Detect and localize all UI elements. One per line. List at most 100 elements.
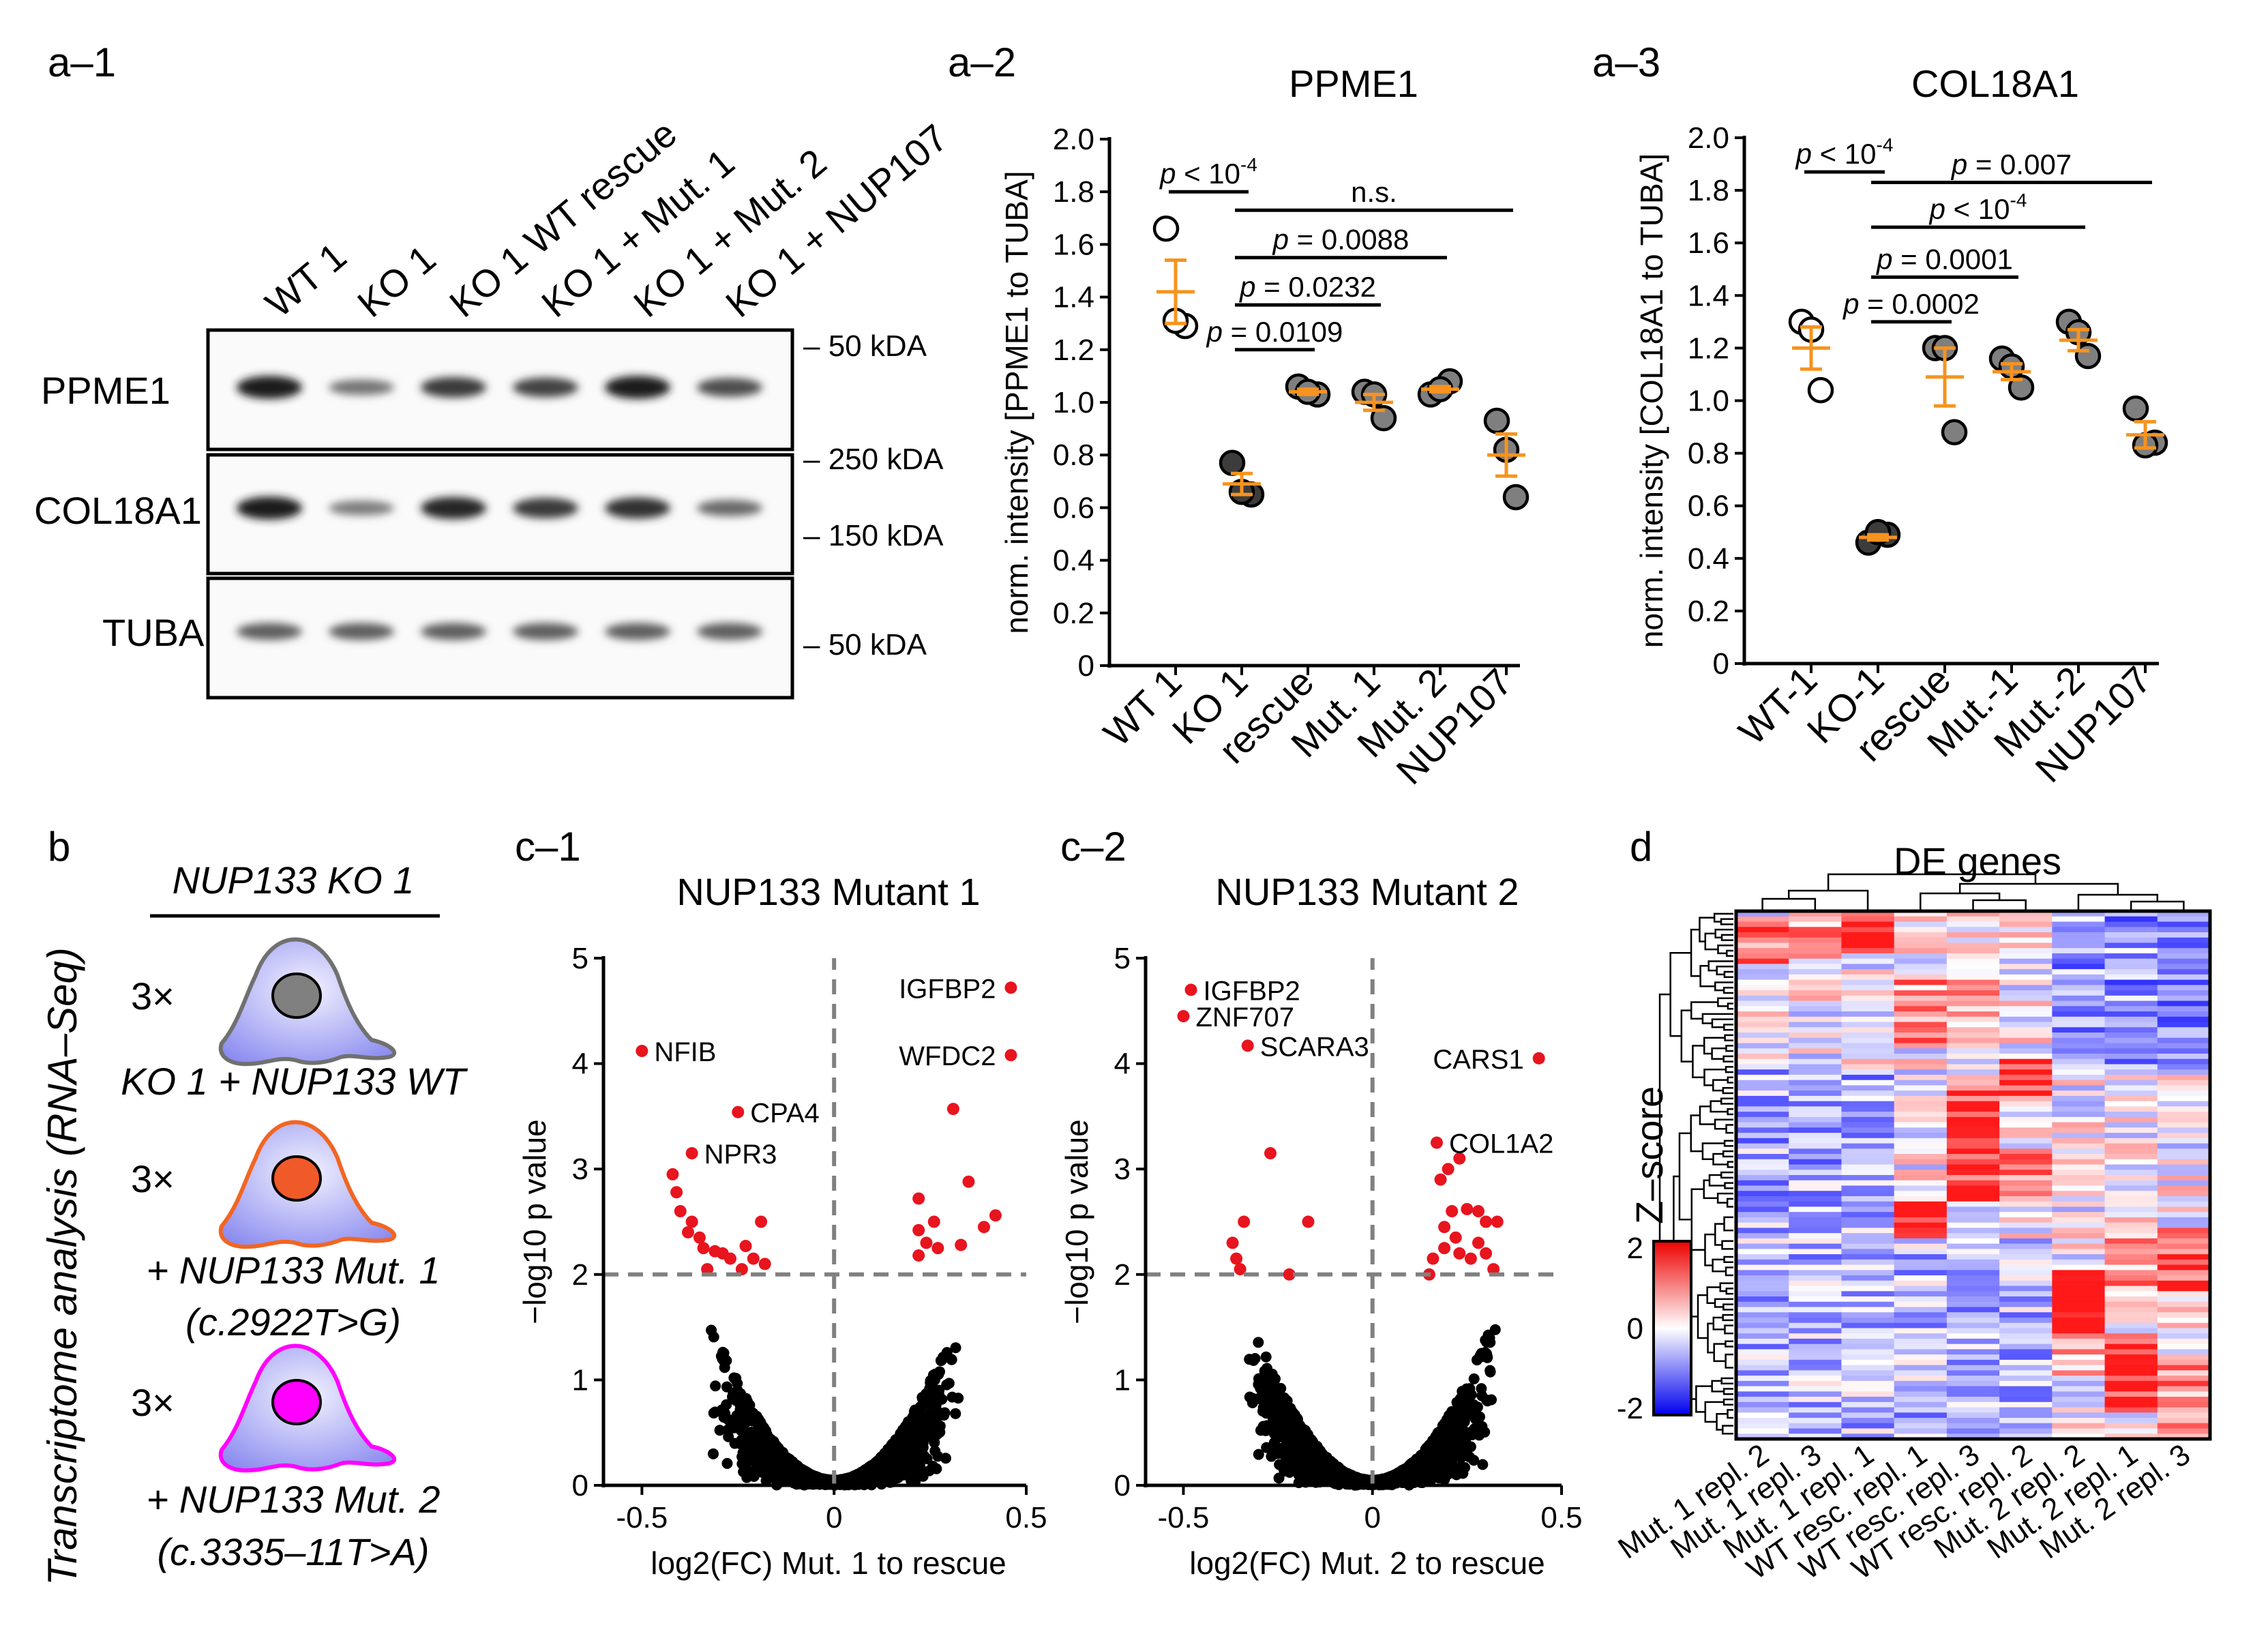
heatmap-cell [1841,1286,1895,1292]
heatmap-cell [1736,1328,1789,1334]
heatmap-cell [1999,1391,2053,1397]
significant-point [1283,1268,1296,1281]
band [513,498,578,518]
heatmap-cell [1999,1170,2053,1176]
heatmap-cell [2104,1434,2158,1440]
gene-point [950,1342,961,1354]
gene-point [745,1426,757,1438]
heatmap-cell [1736,1365,1789,1371]
heatmap-cell [2052,1201,2106,1208]
gene-point [1476,1383,1487,1395]
significance-label: p = 0.0109 [1206,316,1343,348]
heatmap-cell [1841,1291,1895,1297]
heatmap-cell [1789,1423,1842,1429]
heatmap-cell [1894,1122,1948,1128]
heatmap-cell [1999,1011,2053,1017]
heatmap-cell [2157,953,2211,960]
dendrogram-link [1703,1037,1725,1055]
heatmap-cell [1789,1254,1842,1260]
gene-point [1454,1418,1465,1430]
heatmap-cell [1841,1365,1895,1371]
gene-point [1484,1366,1496,1378]
heatmap-cell [1946,1359,2000,1366]
heatmap-cell [1841,1085,1895,1091]
heatmap-cell [1789,1027,1842,1033]
heatmap-cell [2052,1053,2106,1060]
y-tick-label: 2 [1114,1258,1131,1292]
heatmap-cell [2052,995,2106,1002]
heatmap-cell [1999,995,2053,1002]
heatmap-cell [1999,1191,2053,1197]
heatmap-cell [1841,1080,1895,1086]
gene-point [785,1455,796,1466]
heatmap-cell [2052,1006,2106,1012]
heatmap-cell [1894,1280,1948,1287]
gene-point [899,1466,910,1478]
heatmap-cell [1894,1322,1948,1329]
significant-point [701,1263,714,1276]
labeled-point [1004,981,1017,994]
heatmap-cell [1736,1434,1789,1440]
gene-label: SCARA3 [1260,1032,1369,1062]
band [605,376,670,399]
heatmap-cell [1789,1133,1842,1139]
heatmap-cell [2104,1085,2158,1091]
significance-label: p < 10-4 [1159,154,1257,190]
heatmap-cell [1999,1037,2053,1044]
heatmap-cell [1999,1349,2053,1355]
heatmap-cell [1894,1259,1948,1266]
heatmap-cell [1841,1249,1895,1255]
heatmap-cell [1789,1397,1842,1403]
dendrogram-link [1697,1294,1708,1339]
heatmap-cell [1894,1428,1948,1434]
heatmap-cell [2157,1264,2211,1271]
heatmap-cell [2104,1259,2158,1266]
heatmap-cell [1736,1259,1789,1266]
heatmap-cell [2052,1354,2106,1361]
gene-point [1437,1470,1448,1481]
heatmap-cell [1946,1095,2000,1102]
heatmap-cell [1736,937,1789,944]
heatmap-cell [2157,1333,2211,1339]
heatmap-cell [2052,1037,2106,1044]
dendrogram-link [1707,1322,1714,1354]
heatmap-cell [1999,1085,2053,1091]
band [421,377,486,398]
colorbar [1652,1240,1692,1416]
group-count: 3× [131,1381,175,1424]
heatmap-cell [2104,1195,2158,1202]
dendrogram-link [1699,1105,1716,1125]
lane-labels: WT 1 KO 1 KO 1 WT rescue KO 1 + Mut. 1 K… [257,112,955,326]
heatmap-cell [1841,1095,1895,1102]
heatmap-cell [1894,1101,1948,1107]
y-tick-label: 0.8 [1688,437,1729,471]
gene-point [1247,1393,1259,1404]
heatmap-cell [1946,1069,2000,1075]
heatmap-cell [2157,1412,2211,1418]
heatmap-cell [2104,1170,2158,1176]
heatmap-cell [2104,958,2158,964]
dendrogram-link [1722,1398,1733,1406]
gene-point [931,1396,942,1408]
heatmap-cell [1999,1095,2053,1102]
dendrogram-link [1723,1216,1733,1232]
heatmap-cell [1946,911,2000,917]
heatmap-cell [1736,1080,1789,1086]
heatmap-cell [2157,1058,2211,1065]
heatmap-cell [1736,1085,1789,1091]
heatmap-cell [1894,1138,1948,1144]
heatmap-cell [2157,1195,2211,1202]
heatmap-cell [2104,1106,2158,1112]
heatmap-cell [1894,1333,1948,1339]
gene-point [1253,1379,1264,1391]
heatmap-cell [2157,1296,2211,1303]
dendrogram-link [1723,1024,1733,1031]
heatmap-cell [2052,1000,2106,1007]
heatmap-cell [1841,1434,1895,1440]
heatmap-cell [1736,1317,1789,1324]
y-tick-label: 1.2 [1688,331,1729,365]
heatmap-cell [1789,1343,1842,1350]
chart-title: COL18A1 [1911,62,2079,105]
heatmap-cell [1789,1127,1842,1133]
heatmap-cell [1789,1016,1842,1023]
